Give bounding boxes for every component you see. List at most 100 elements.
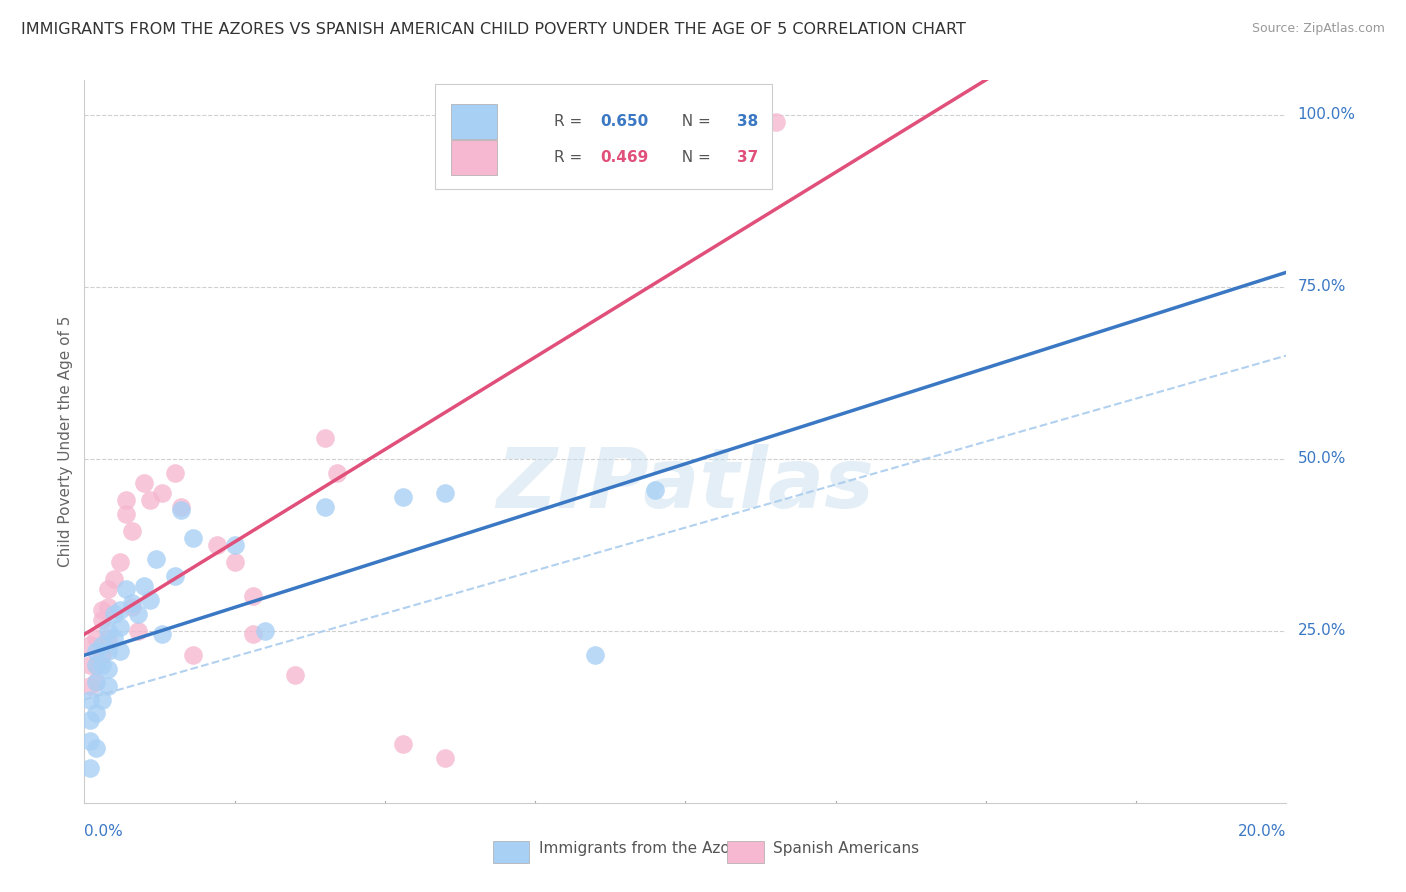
Point [91, 648, 114, 662]
Point [79, 638, 101, 652]
Text: 38: 38 [737, 114, 758, 129]
Text: 0.469: 0.469 [600, 150, 648, 165]
Point [392, 490, 415, 504]
FancyBboxPatch shape [494, 841, 529, 863]
Point [103, 607, 125, 621]
FancyBboxPatch shape [436, 84, 772, 189]
Point [79, 658, 101, 673]
Text: 0.0%: 0.0% [84, 824, 124, 839]
Point [121, 596, 143, 610]
Point [86, 675, 108, 690]
Point [86, 658, 108, 673]
Point [145, 551, 167, 566]
Point [163, 466, 186, 480]
FancyBboxPatch shape [727, 841, 763, 863]
Point [86, 644, 108, 658]
Point [169, 500, 191, 514]
Point [110, 644, 132, 658]
Text: N =: N = [672, 114, 716, 129]
Point [765, 114, 787, 128]
Point [121, 524, 143, 538]
Point [91, 603, 114, 617]
Point [103, 631, 125, 645]
Point [127, 624, 149, 638]
Point [139, 493, 162, 508]
Point [97, 679, 120, 693]
Point [644, 483, 666, 497]
Point [79, 734, 101, 748]
FancyBboxPatch shape [451, 140, 496, 175]
Point [434, 486, 457, 500]
Point [163, 568, 186, 582]
Point [79, 761, 101, 775]
Text: Spanish Americans: Spanish Americans [773, 841, 920, 855]
Point [314, 500, 336, 514]
Y-axis label: Child Poverty Under the Age of 5: Child Poverty Under the Age of 5 [58, 316, 73, 567]
FancyBboxPatch shape [451, 104, 496, 139]
Point [79, 679, 101, 693]
Point [86, 740, 108, 755]
Point [644, 128, 666, 143]
Point [284, 668, 307, 682]
Point [134, 475, 156, 490]
Text: R =: R = [554, 114, 588, 129]
Point [326, 466, 349, 480]
Point [79, 713, 101, 727]
Point [97, 631, 120, 645]
Point [115, 507, 138, 521]
Point [115, 582, 138, 597]
Point [97, 624, 120, 638]
Point [86, 706, 108, 721]
Text: N =: N = [672, 150, 716, 165]
Text: 50.0%: 50.0% [1298, 451, 1346, 467]
Point [224, 555, 246, 569]
Point [242, 627, 264, 641]
Point [181, 531, 204, 545]
Point [169, 503, 191, 517]
Point [110, 603, 132, 617]
Text: Source: ZipAtlas.com: Source: ZipAtlas.com [1251, 22, 1385, 36]
Point [392, 737, 415, 751]
Point [110, 620, 132, 634]
Point [91, 692, 114, 706]
Point [86, 675, 108, 690]
Point [115, 493, 138, 508]
Point [91, 614, 114, 628]
Point [224, 538, 246, 552]
Text: IMMIGRANTS FROM THE AZORES VS SPANISH AMERICAN CHILD POVERTY UNDER THE AGE OF 5 : IMMIGRANTS FROM THE AZORES VS SPANISH AM… [21, 22, 966, 37]
Point [97, 599, 120, 614]
Text: 25.0%: 25.0% [1298, 624, 1346, 639]
Text: ZIPatlas: ZIPatlas [496, 444, 875, 525]
Point [253, 624, 276, 638]
Point [110, 555, 132, 569]
Point [134, 579, 156, 593]
Point [97, 644, 120, 658]
Text: 75.0%: 75.0% [1298, 279, 1346, 294]
Point [139, 592, 162, 607]
Point [314, 431, 336, 445]
Text: 20.0%: 20.0% [1239, 824, 1286, 839]
Text: R =: R = [554, 150, 588, 165]
Text: Immigrants from the Azores: Immigrants from the Azores [538, 841, 754, 855]
Text: 37: 37 [737, 150, 758, 165]
Point [91, 638, 114, 652]
Text: 100.0%: 100.0% [1298, 107, 1355, 122]
Point [242, 590, 264, 604]
Point [583, 648, 606, 662]
Point [121, 599, 143, 614]
Point [103, 572, 125, 586]
Point [86, 631, 108, 645]
Point [91, 658, 114, 673]
Point [86, 658, 108, 673]
Point [434, 751, 457, 765]
Point [127, 607, 149, 621]
Point [79, 692, 101, 706]
Point [152, 486, 174, 500]
Point [181, 648, 204, 662]
Point [97, 582, 120, 597]
Point [205, 538, 228, 552]
Point [152, 627, 174, 641]
Point [97, 662, 120, 676]
Text: 0.650: 0.650 [600, 114, 648, 129]
Point [554, 142, 576, 156]
